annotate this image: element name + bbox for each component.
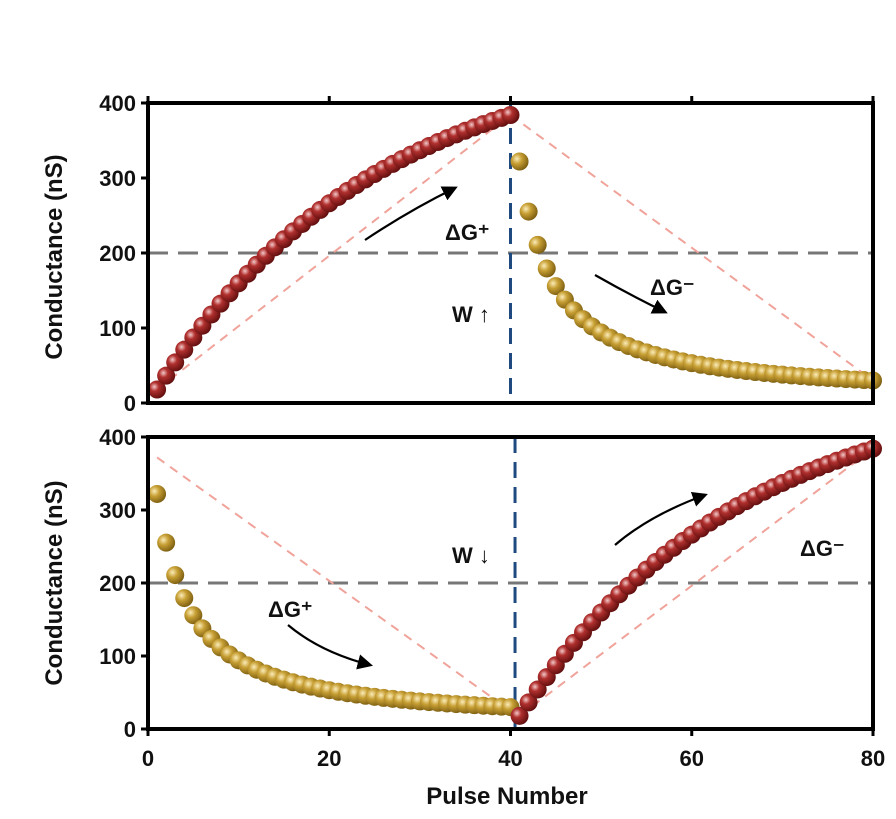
data-point-potentiation <box>157 366 176 385</box>
y-tick-label: 0 <box>124 717 136 742</box>
panel-top: 0 100 200 300 400 <box>99 91 882 416</box>
arrow-bottom-depression <box>287 624 373 670</box>
data-point-depression <box>537 259 556 278</box>
guide-line-1 <box>518 447 874 717</box>
x-tick-label: 40 <box>498 746 522 771</box>
label-top-w: W ↑ <box>452 302 490 327</box>
data-point-potentiation <box>510 706 529 725</box>
label-top-dg-minus: ΔG⁻ <box>650 275 695 300</box>
y-tick-label: 400 <box>99 425 136 450</box>
y-axis-title-bottom: Conductance (nS) <box>41 480 68 685</box>
arrow-top-potentiation <box>364 186 458 241</box>
data-point-depression <box>510 152 529 171</box>
label-bottom-w: W ↓ <box>452 543 490 568</box>
panel-bottom: 0 100 200 300 400 0 20 40 60 80 <box>99 425 885 771</box>
data-point-potentiation <box>528 680 547 699</box>
y-tick-label: 300 <box>99 166 136 191</box>
guide-line-1 <box>509 114 874 382</box>
arrow-top-depression <box>594 274 668 314</box>
x-axis-title: Pulse Number <box>426 783 587 810</box>
label-top-dg-plus: ΔG⁺ <box>445 220 490 245</box>
data-point-depression <box>157 533 176 552</box>
guide-line-0 <box>156 456 512 712</box>
guide-line-0 <box>156 114 512 391</box>
y-tick-label: 100 <box>99 316 136 341</box>
label-bottom-dg-plus: ΔG⁺ <box>268 597 313 622</box>
data-point-depression <box>184 606 203 625</box>
y-axis-title-top: Conductance (nS) <box>41 154 68 359</box>
data-point-depression <box>166 566 185 585</box>
label-bottom-dg-minus: ΔG⁻ <box>800 536 845 561</box>
data-point-depression <box>528 235 547 254</box>
data-point-potentiation <box>148 380 167 399</box>
y-tick-label: 400 <box>99 91 136 116</box>
x-tick-label: 60 <box>680 746 704 771</box>
x-tick-label: 80 <box>861 746 885 771</box>
y-tick-label: 0 <box>124 391 136 416</box>
x-tick-label: 0 <box>142 746 154 771</box>
data-point-depression <box>519 202 538 221</box>
x-tick-label: 20 <box>317 746 341 771</box>
data-point-potentiation <box>519 693 538 712</box>
y-tick-label: 200 <box>99 571 136 596</box>
y-tick-label: 200 <box>99 241 136 266</box>
y-tick-label: 300 <box>99 498 136 523</box>
y-tick-label: 100 <box>99 644 136 669</box>
data-point-depression <box>148 484 167 503</box>
data-point-depression <box>175 589 194 608</box>
data-point-potentiation <box>501 106 520 124</box>
arrow-bottom-potentiation <box>614 491 708 546</box>
data-point-depression <box>546 277 565 296</box>
data-point-potentiation <box>166 353 185 372</box>
